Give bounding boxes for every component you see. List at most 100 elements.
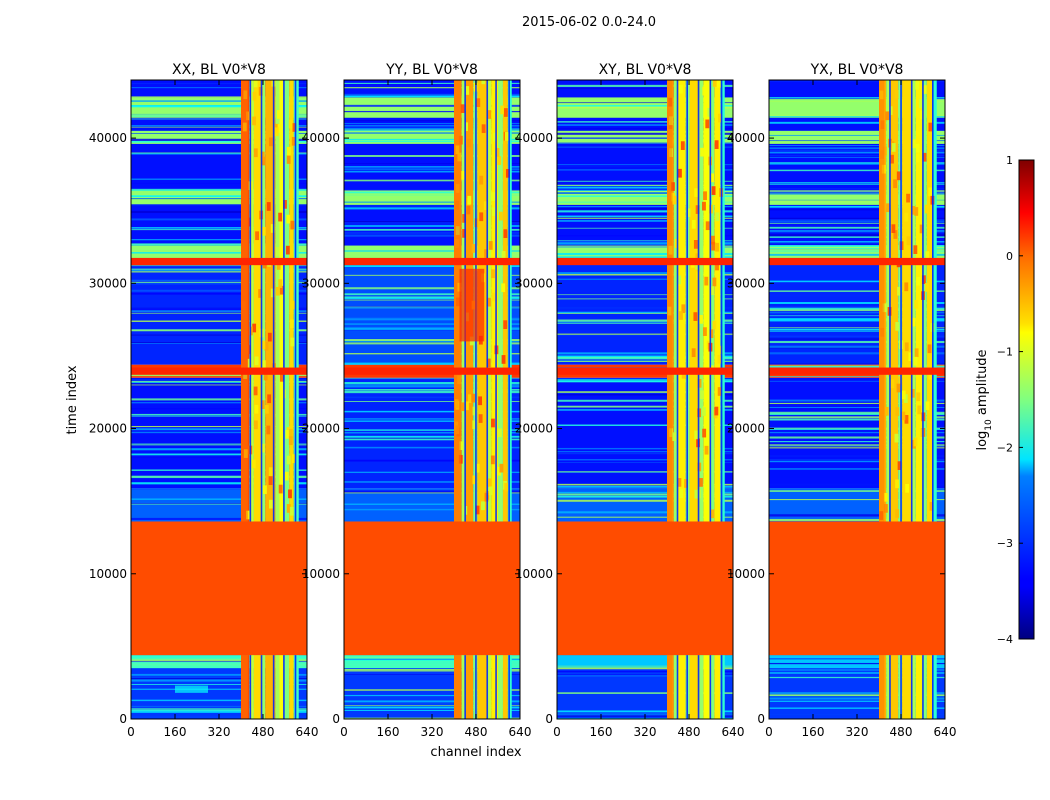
heatmap-streak [131,292,307,295]
heatmap-streak [557,241,733,243]
heatmap-band-patch [702,201,706,211]
heatmap-streak [557,206,733,208]
heatmap-band-patch [700,390,705,400]
heatmap-band-patch [927,344,932,354]
y-tick-label: 10000 [727,567,765,581]
heatmap-band-patch [488,241,493,250]
heatmap-streak [344,138,520,140]
heatmap-panels: XX, BL V0*V8 0 160 320 480 640 0 10000 20000 3000… [89,62,957,739]
heatmap-band-edge [241,655,248,719]
heatmap-streak [557,493,733,496]
heatmap-band-notch [249,80,252,522]
heatmap-band-patch [904,212,909,222]
heatmap-streak [131,138,307,141]
heatmap-band-column [890,655,899,719]
heatmap-streak [769,241,945,244]
heatmap-streak [769,399,945,402]
heatmap-band-column [922,80,927,522]
heatmap-band-column [932,655,937,719]
y-tick-label: 40000 [89,131,127,145]
heatmap-streak [557,360,733,362]
heatmap-streak [344,658,520,660]
heatmap-band-column [912,80,916,522]
heatmap-band-patch [486,297,491,307]
heatmap-band-column [703,655,711,719]
heatmap-band-notch [932,80,934,522]
heatmap-streak [769,459,945,461]
heatmap-band-patch [906,236,911,246]
heatmap-streak [344,155,520,157]
heatmap-freq-patch [175,685,208,693]
heatmap-streak [557,381,733,383]
heatmap-rfi-row [769,257,945,266]
heatmap-band-column [886,655,891,719]
heatmap-streak [769,671,945,674]
heatmap-band-column [673,80,678,522]
y-tick-label: 30000 [89,276,127,290]
heatmap-streak [131,673,307,676]
heatmap-streak [131,239,307,241]
heatmap-streak [131,431,307,434]
heatmap-streak [769,116,945,118]
heatmap-band-patch [897,461,902,470]
heatmap-streak [769,662,945,665]
heatmap-band-patch [702,86,707,96]
heatmap-band-patch [711,235,715,245]
heatmap-band-patch [901,411,906,421]
heatmap-band-patch [671,432,676,442]
heatmap-band-patch [495,148,500,157]
heatmap-streak [131,133,307,134]
heatmap-band-patch [491,192,496,202]
heatmap-streak [769,200,945,202]
panel-title: YX, BL V0*V8 [810,62,904,78]
heatmap-band-patch [710,286,714,296]
heatmap-streak [557,102,733,104]
heatmap-band-notch [283,80,285,522]
heatmap-band-patch [251,459,256,469]
heatmap-band-column [498,80,503,522]
heatmap-band-column [275,655,280,719]
heatmap-streak [769,169,945,172]
heatmap-streak [557,84,733,87]
heatmap-band-patch [279,372,284,382]
heatmap-streak [557,294,733,296]
heatmap-band-patch [472,475,477,485]
heatmap-band-column [898,80,903,522]
heatmap-image [344,80,520,719]
heatmap-band-patch [471,393,476,403]
heatmap-band-patch [895,479,900,489]
heatmap-band-column [249,80,254,522]
heatmap-band-patch [895,509,900,518]
heatmap-rfi-row [344,257,520,266]
heatmap-band-patch [261,340,266,350]
heatmap-streak [769,317,945,321]
heatmap-band-patch [291,136,296,146]
heatmap-band-patch [908,352,913,362]
heatmap-streak [131,252,307,254]
heatmap-streak [769,461,945,463]
heatmap-band-patch [711,186,716,195]
heatmap-streak [769,427,945,430]
heatmap-streak [769,307,945,310]
heatmap-band-patch [686,208,691,218]
heatmap-band-patch [504,482,509,492]
heatmap-band-patch [895,321,900,331]
heatmap-band-patch [260,400,265,409]
heatmap-band-notch [709,80,712,522]
heatmap-band-notch [676,80,679,522]
heatmap-band-patch [670,182,675,191]
heatmap-streak [131,679,307,682]
x-tick-label: 480 [678,725,701,739]
heatmap-band-column [886,80,891,522]
heatmap-streak [131,113,307,116]
heatmap-band-patch [292,123,297,132]
heatmap-streak [769,366,945,368]
heatmap-band-patch [261,156,266,166]
heatmap-band-notch [294,80,297,522]
heatmap-streak [769,209,945,211]
heatmap-band-patch [710,509,715,519]
heatmap-streak [344,362,520,365]
heatmap-streak [131,380,307,383]
heatmap-streak [344,471,520,474]
heatmap-streak [769,157,945,158]
